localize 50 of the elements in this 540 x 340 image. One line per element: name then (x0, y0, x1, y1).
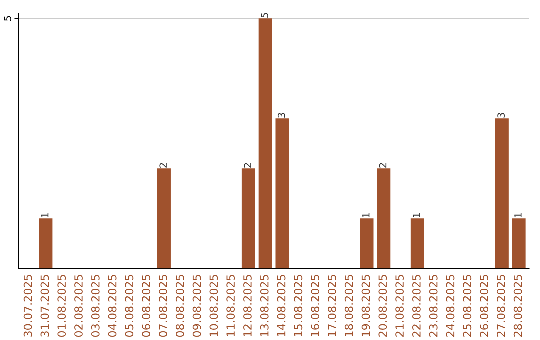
x-tick-label: 13.08.2025 (260, 275, 269, 337)
x-tick-label: 22.08.2025 (412, 275, 421, 337)
bar (377, 168, 391, 269)
x-tick-label: 23.08.2025 (429, 275, 438, 337)
bar (39, 218, 53, 269)
x-tick-label: 10.08.2025 (210, 275, 218, 337)
x-tick-label: 31.07.2025 (40, 275, 50, 337)
data-label: 1 (514, 213, 522, 218)
x-tick-label: 02.08.2025 (74, 275, 83, 338)
x-tick-label: 27.08.2025 (496, 275, 506, 337)
bar (242, 168, 256, 269)
bar (157, 168, 171, 269)
x-tick-label: 06.08.2025 (142, 275, 151, 338)
x-tick-label: 12.08.2025 (244, 275, 252, 337)
bar (276, 118, 290, 269)
data-label: 1 (413, 213, 420, 218)
bar (512, 218, 526, 269)
data-label: 1 (362, 213, 370, 218)
data-label: 2 (379, 163, 387, 168)
x-tick-label: 14.08.2025 (277, 275, 286, 337)
data-label: 3 (278, 113, 286, 118)
x-tick-label: 01.08.2025 (58, 275, 66, 338)
data-label: 1 (42, 213, 49, 218)
x-tick-label: 25.08.2025 (463, 275, 472, 337)
bar (258, 18, 272, 269)
x-tick-label: 20.08.2025 (378, 275, 388, 337)
x-tick-label: 26.08.2025 (480, 275, 488, 337)
data-label: 2 (244, 163, 252, 168)
bar (495, 118, 509, 269)
x-tick-label: 09.08.2025 (192, 275, 202, 338)
bar (360, 218, 374, 269)
x-tick-label: 15.08.2025 (294, 275, 303, 337)
x-tick-label: 19.08.2025 (362, 275, 370, 337)
data-label: 2 (160, 163, 167, 168)
x-tick-label: 05.08.2025 (125, 275, 134, 338)
x-tick-label: 11.08.2025 (226, 275, 236, 337)
x-tick-label: 24.08.2025 (446, 275, 455, 337)
x-tick-label: 08.08.2025 (176, 275, 184, 338)
x-tick-label: 21.08.2025 (396, 275, 404, 337)
x-tick-label: 07.08.2025 (159, 275, 168, 338)
x-tick-label: 28.08.2025 (514, 275, 522, 337)
x-tick-label: 17.08.2025 (328, 275, 336, 337)
x-tick-label: 16.08.2025 (311, 275, 320, 337)
x-tick-label: 30.07.2025 (24, 275, 32, 337)
x-tick-label: 03.08.2025 (91, 275, 100, 338)
x-tick-label: 04.08.2025 (108, 275, 117, 338)
x-tick-label: 18.08.2025 (344, 275, 354, 337)
data-label: 3 (498, 113, 505, 118)
bar (410, 218, 424, 269)
data-label: 5 (261, 13, 268, 18)
